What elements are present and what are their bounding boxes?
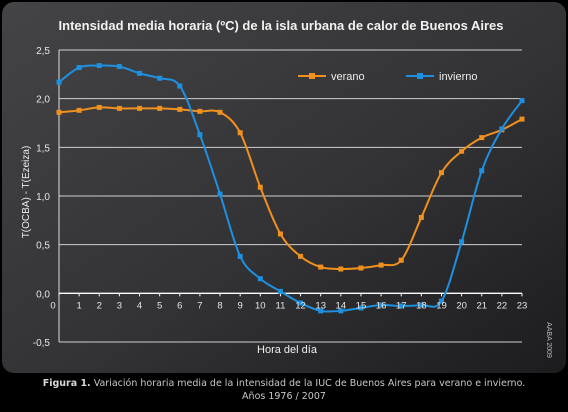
data-point <box>76 107 82 113</box>
data-point <box>378 262 384 268</box>
y-tick-label: 2,5 <box>36 46 50 57</box>
y-tick-label: 1,5 <box>36 143 50 154</box>
x-tick-label: 11 <box>275 300 285 311</box>
x-tick-label: 19 <box>436 300 447 311</box>
x-tick-label: 2 <box>97 300 102 311</box>
data-point <box>519 116 525 122</box>
data-point <box>137 70 143 76</box>
data-point <box>479 168 485 174</box>
figure-caption-years: Años 1976 / 2007 <box>242 391 326 402</box>
x-tick-label: 17 <box>396 300 407 311</box>
data-point <box>418 214 424 220</box>
data-point <box>338 266 344 272</box>
x-tick-label: 6 <box>177 300 182 311</box>
caption-text: Variación horaria media de la intensidad… <box>90 378 526 389</box>
x-tick-label: 13 <box>315 300 326 311</box>
x-tick-label: 16 <box>376 300 387 311</box>
data-point <box>459 239 465 245</box>
data-point <box>418 302 424 308</box>
legend: verano invierno <box>298 71 478 83</box>
data-point <box>277 288 283 294</box>
data-point <box>257 184 263 190</box>
y-tick-label: -0,5 <box>33 338 51 349</box>
y-axis-label: T(OCBA) - T(Ezeiza) <box>21 146 32 239</box>
y-tick-label: 1,0 <box>36 192 50 203</box>
x-tick-label: 12 <box>295 300 306 311</box>
data-point <box>318 308 324 314</box>
data-point <box>197 132 203 138</box>
figure-caption: Figura 1. Variación horaria media de la … <box>0 378 568 389</box>
x-tick-label: 5 <box>157 300 162 311</box>
x-origin-label: 0 <box>50 300 55 311</box>
x-tick-label: 4 <box>137 300 142 311</box>
data-point <box>398 257 404 263</box>
data-point <box>378 302 384 308</box>
x-tick-label: 9 <box>238 300 243 311</box>
data-point <box>499 126 505 132</box>
legend-label: verano <box>331 71 365 83</box>
x-tick-label: 18 <box>416 300 427 311</box>
data-point <box>298 300 304 306</box>
data-point <box>438 170 444 176</box>
x-tick-label: 10 <box>255 300 266 311</box>
data-point <box>116 64 122 70</box>
data-point <box>157 75 163 81</box>
data-point <box>358 265 364 271</box>
caption-label: Figura 1. <box>42 378 91 389</box>
data-point <box>318 264 324 270</box>
x-tick-label: 7 <box>197 300 202 311</box>
x-tick-label: 22 <box>497 300 508 311</box>
data-point <box>56 109 62 115</box>
data-point <box>56 79 62 85</box>
data-point <box>96 63 102 69</box>
data-point <box>438 298 444 304</box>
y-tick-label: 2,0 <box>36 95 50 106</box>
data-point <box>157 105 163 111</box>
chart-title: Intensidad media horaria (ºC) de la isla… <box>59 18 504 33</box>
data-point <box>217 191 223 197</box>
data-point <box>519 98 525 104</box>
chart-background <box>2 2 566 373</box>
y-tick-label: 0,0 <box>36 289 50 300</box>
x-tick-label: 8 <box>217 300 222 311</box>
x-tick-label: 20 <box>456 300 467 311</box>
legend-label: invierno <box>439 71 478 83</box>
data-point <box>116 105 122 111</box>
data-point <box>338 308 344 314</box>
data-point <box>76 65 82 71</box>
data-point <box>177 83 183 89</box>
credit-label: AABA 2009 <box>545 322 552 358</box>
series-verano <box>56 104 525 272</box>
legend-swatch-marker <box>417 73 423 79</box>
x-tick-label: 21 <box>476 300 487 311</box>
data-point <box>137 105 143 111</box>
x-tick-label: 23 <box>517 300 528 311</box>
data-point <box>459 148 465 154</box>
data-point <box>479 135 485 141</box>
grid-lines <box>59 49 522 343</box>
data-point <box>217 109 223 115</box>
data-point <box>197 108 203 114</box>
series-group <box>56 63 525 314</box>
x-tick-label: 1 <box>76 300 81 311</box>
y-tick-label: 0,5 <box>36 241 50 252</box>
data-point <box>398 303 404 309</box>
series-invierno <box>56 63 525 314</box>
x-tick-label: 3 <box>117 300 122 311</box>
data-point <box>298 253 304 259</box>
x-axis-label: Hora del día <box>257 344 318 356</box>
labels-group: 2,52,01,51,00,50,0-0,51 2 3 4 5 6 7 8 9 10 11 12 13 1… <box>21 18 552 358</box>
data-point <box>257 276 263 282</box>
data-point <box>237 130 243 136</box>
data-point <box>177 106 183 112</box>
data-point <box>358 305 364 311</box>
data-point <box>237 253 243 259</box>
x-tick-label: 15 <box>356 300 367 311</box>
x-tick-label: 14 <box>336 300 347 311</box>
data-point <box>277 231 283 237</box>
legend-swatch-marker <box>309 73 315 79</box>
data-point <box>96 104 102 110</box>
